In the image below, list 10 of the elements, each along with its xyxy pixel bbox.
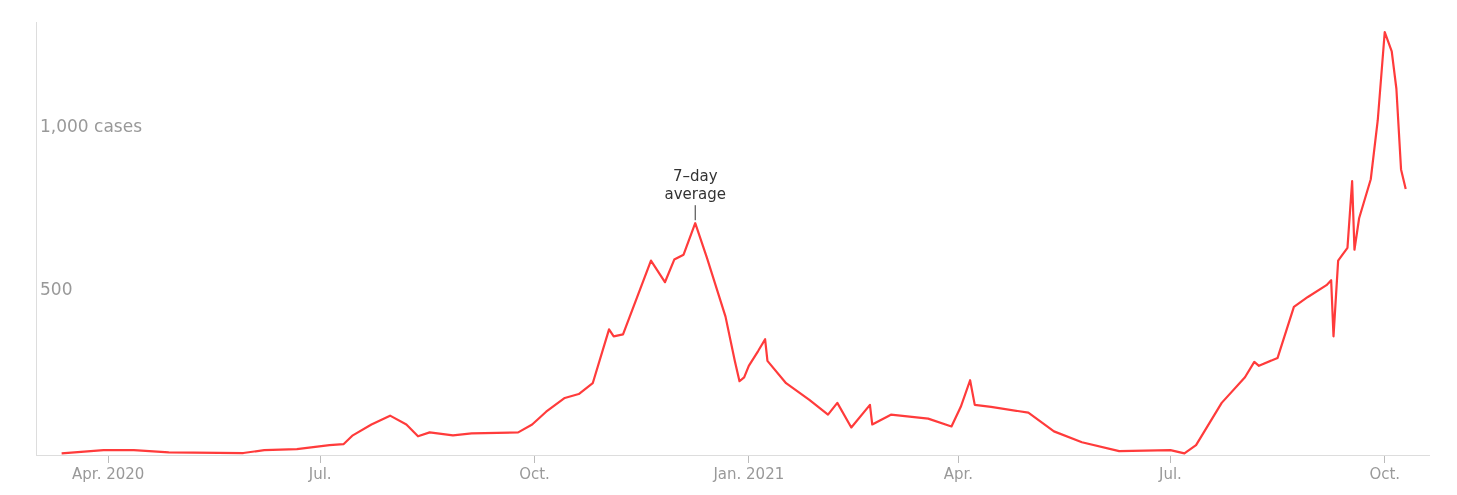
- x-tick-label: Apr. 2020: [72, 464, 145, 483]
- x-tick-label: Oct.: [519, 464, 550, 483]
- x-tick-label: Jan. 2021: [712, 464, 785, 483]
- x-tick-label: Apr.: [943, 464, 974, 483]
- y-tick-label: 1,000 cases: [40, 115, 143, 136]
- x-tick-label: Oct.: [1369, 464, 1401, 483]
- y-tick-label: 500: [40, 279, 73, 300]
- x-tick-label: Jul.: [1158, 464, 1182, 483]
- annotation: 7–day average: [664, 167, 726, 204]
- x-tick-label: Jul.: [307, 464, 332, 483]
